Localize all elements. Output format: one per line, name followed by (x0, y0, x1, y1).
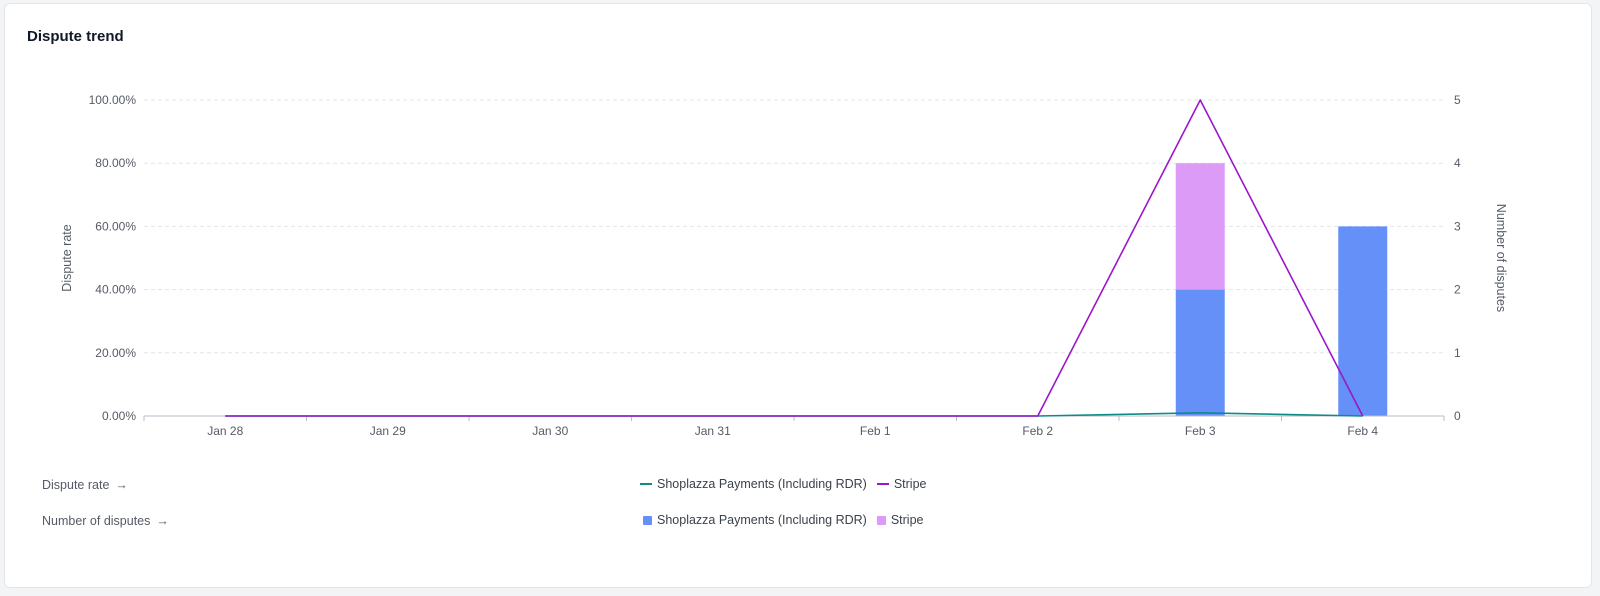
legend-item-shoplazza-count[interactable]: Shoplazza Payments (Including RDR) (643, 513, 867, 527)
right-tick-label: 2 (1454, 283, 1461, 297)
right-tick-label: 1 (1454, 346, 1461, 360)
legend-item-label: Shoplazza Payments (Including RDR) (657, 477, 867, 491)
arrow-right-icon: → (156, 514, 169, 528)
arrow-right-icon: → (115, 478, 128, 492)
legend-rate-series: Shoplazza Payments (Including RDR) Strip… (640, 477, 936, 491)
right-tick-label: 4 (1454, 156, 1461, 170)
legend-row-dispute-rate-label: Dispute rate (42, 478, 110, 492)
bar (1175, 289, 1225, 416)
right-axis-title: Number of disputes (1494, 204, 1508, 312)
right-tick-label: 0 (1454, 409, 1461, 423)
left-tick-label: 80.00% (95, 156, 136, 170)
legend-item-label: Stripe (893, 477, 927, 491)
x-tick-label: Jan 31 (695, 424, 731, 438)
legend-count-series: Shoplazza Payments (Including RDR) Strip… (643, 513, 933, 527)
legend-item-shoplazza-rate[interactable]: Shoplazza Payments (Including RDR) (640, 477, 867, 491)
legend-row-number-of-disputes[interactable]: Number of disputes → (42, 514, 169, 528)
bar (1338, 226, 1388, 416)
left-axis-title: Dispute rate (60, 224, 74, 291)
line-swatch-icon (876, 483, 889, 485)
x-tick-label: Feb 4 (1347, 424, 1378, 438)
x-tick-label: Jan 30 (532, 424, 568, 438)
x-tick-label: Feb 3 (1185, 424, 1216, 438)
legend-row-dispute-rate[interactable]: Dispute rate → (42, 478, 128, 492)
x-tick-label: Feb 2 (1022, 424, 1053, 438)
card-title: Dispute trend (27, 28, 124, 45)
right-tick-label: 3 (1454, 219, 1461, 233)
legend-item-stripe-rate[interactable]: Stripe (876, 477, 927, 491)
line-swatch-icon (640, 483, 652, 485)
left-tick-label: 60.00% (95, 219, 136, 233)
x-tick-label: Jan 28 (207, 424, 243, 438)
square-swatch-icon (876, 515, 886, 525)
left-tick-label: 20.00% (95, 346, 136, 360)
left-tick-label: 100.00% (89, 93, 137, 107)
line-series (225, 99, 1364, 417)
x-tick-label: Feb 1 (860, 424, 891, 438)
bar (1175, 163, 1225, 290)
legend-item-label: Shoplazza Payments (Including RDR) (657, 513, 867, 527)
legend-item-stripe-count[interactable]: Stripe (876, 513, 924, 527)
legend-row-number-of-disputes-label: Number of disputes (42, 514, 151, 528)
left-tick-label: 0.00% (102, 409, 136, 423)
left-tick-label: 40.00% (95, 283, 136, 297)
right-tick-label: 5 (1454, 93, 1461, 107)
legend-item-label: Stripe (890, 513, 924, 527)
x-tick-label: Jan 29 (370, 424, 406, 438)
square-swatch-icon (643, 515, 652, 525)
